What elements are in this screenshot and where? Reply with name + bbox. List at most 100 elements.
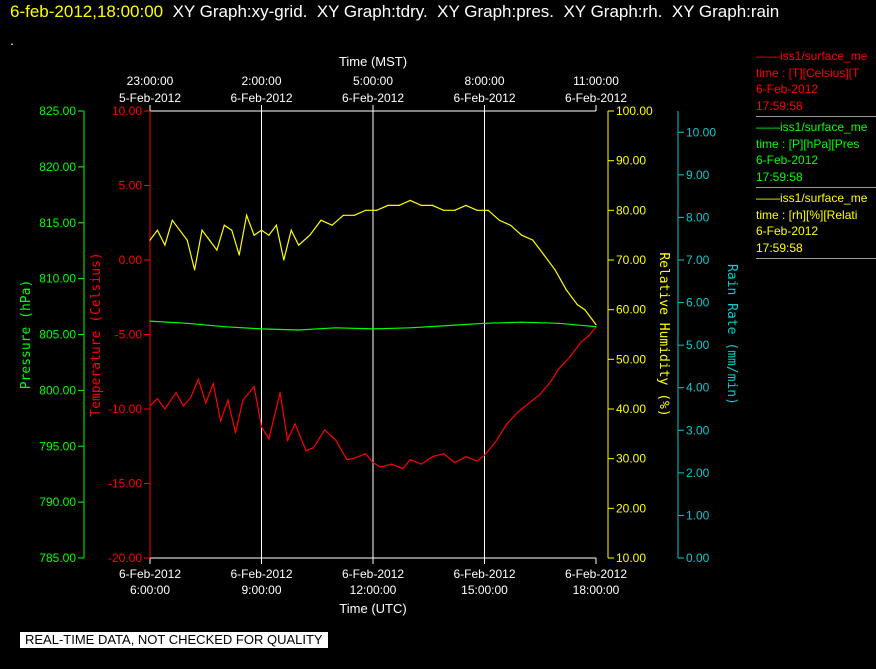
- humidity-point: [543, 254, 545, 256]
- graph-title-rh: XY Graph:rh.: [563, 2, 663, 21]
- humidity-tick-label: 20.00: [616, 501, 646, 515]
- pressure-point: [483, 322, 486, 324]
- humidity-point: [268, 234, 270, 236]
- pressure-tick-label: 800.00: [39, 383, 76, 397]
- rain-tick-label: 5.00: [686, 338, 710, 352]
- humidity-point: [156, 229, 159, 231]
- pressure-point: [260, 328, 263, 330]
- quality-notice: REAL-TIME DATA, NOT CHECKED FOR QUALITY: [20, 632, 328, 648]
- legend-entry-0: ——iss1/surface_me time : [T][Celsius][T 6-…: [756, 48, 876, 117]
- temperature-point: [279, 392, 281, 394]
- humidity-point: [171, 219, 173, 221]
- pressure-point: [149, 320, 151, 322]
- humidity-point: [260, 229, 263, 231]
- temperature-point: [242, 399, 244, 401]
- temperature-point: [483, 454, 486, 456]
- x-tick-time: 12:00:00: [350, 583, 397, 597]
- humidity-point: [476, 209, 478, 211]
- pressure-point: [298, 329, 300, 331]
- temperature-tick-label: 10.00: [112, 104, 142, 118]
- temperature-point: [495, 441, 497, 443]
- legend-line2: time : [T][Celsius][T: [756, 65, 860, 80]
- temperature-point: [234, 432, 237, 434]
- graph-title-tdry: XY Graph:tdry.: [316, 2, 428, 21]
- temperature-point: [294, 423, 296, 425]
- legend: ——iss1/surface_me time : [T][Celsius][T 6-…: [756, 48, 876, 261]
- humidity-point: [164, 244, 166, 246]
- temperature-point: [443, 453, 445, 455]
- humidity-point: [584, 309, 586, 311]
- humidity-point: [565, 289, 567, 291]
- rain-tick-label: 8.00: [686, 210, 710, 224]
- temperature-point: [539, 393, 541, 395]
- legend-line1: ——iss1/surface_me: [756, 191, 868, 205]
- humidity-point: [208, 239, 211, 241]
- temperature-point: [346, 459, 348, 461]
- temperature-axis-label: Temperature (Celsius): [89, 252, 104, 416]
- legend-entry-2: ——iss1/surface_me time : [rh][%][Relati 6-…: [756, 190, 876, 259]
- humidity-point: [201, 229, 203, 231]
- temperature-point: [190, 396, 192, 398]
- graph-title-rain: XY Graph:rain: [671, 2, 780, 21]
- header-dot: .: [10, 32, 14, 48]
- temperature-point: [379, 466, 382, 468]
- temperature-point: [454, 462, 456, 464]
- humidity-tick-label: 40.00: [616, 402, 646, 416]
- x-top-tick-date: 6-Feb-2012: [342, 91, 404, 105]
- pressure-point: [335, 327, 337, 329]
- pressure-tick-label: 820.00: [39, 160, 76, 174]
- humidity-point: [398, 204, 400, 206]
- temperature-point: [353, 457, 356, 459]
- rain-tick-label: 0.00: [686, 551, 710, 565]
- pressure-axis-label: Pressure (hPa): [19, 280, 34, 390]
- humidity-point: [443, 209, 445, 211]
- humidity-point: [509, 224, 512, 226]
- humidity-point: [223, 224, 225, 226]
- x-top-tick-time: 11:00:00: [573, 74, 619, 88]
- legend-time: 17:59:58: [756, 240, 803, 255]
- humidity-point: [253, 234, 255, 236]
- legend-entry-1: ——iss1/surface_me time : [P][hPa][Pres 6-F…: [756, 119, 876, 188]
- x-top-tick-time: 23:00:00: [127, 74, 174, 88]
- legend-date: 6-Feb-2012: [756, 153, 819, 167]
- legend-time: 17:59:58: [756, 98, 803, 113]
- humidity-tick-label: 10.00: [616, 551, 646, 565]
- humidity-tick-label: 90.00: [616, 154, 646, 168]
- temperature-point: [197, 378, 199, 380]
- humidity-point: [454, 209, 456, 211]
- humidity-point: [179, 229, 181, 231]
- plot-header: 6-feb-2012,18:00:00 XY Graph:xy-grid. XY…: [10, 2, 779, 22]
- pressure-point: [372, 328, 374, 330]
- humidity-point: [246, 214, 248, 216]
- temperature-point: [253, 386, 255, 388]
- temperature-point: [182, 405, 185, 407]
- humidity-point: [353, 214, 356, 216]
- humidity-point: [431, 204, 434, 206]
- x-tick-time: 6:00:00: [130, 583, 170, 597]
- temperature-point: [558, 368, 560, 370]
- pressure-point: [223, 326, 225, 328]
- humidity-axis-label: Relative Humidity (%): [656, 252, 671, 416]
- humidity-point: [498, 219, 500, 221]
- humidity-point: [554, 269, 556, 271]
- humidity-point: [364, 209, 367, 211]
- temperature-tick-label: -20.00: [108, 551, 142, 565]
- temperature-point: [506, 423, 508, 425]
- x-top-tick-time: 5:00:00: [353, 74, 393, 88]
- humidity-point: [216, 249, 218, 251]
- graph-title-pres: XY Graph:pres.: [437, 2, 555, 21]
- rain-tick-label: 9.00: [686, 168, 710, 182]
- humidity-point: [290, 229, 292, 231]
- x-top-tick-time: 2:00:00: [241, 74, 281, 88]
- humidity-point: [283, 259, 285, 261]
- temperature-point: [569, 356, 571, 358]
- x-tick-date: 6-Feb-2012: [230, 567, 292, 581]
- x-top-tick-time: 8:00:00: [464, 74, 504, 88]
- humidity-point: [591, 319, 593, 321]
- temperature-tick-label: -15.00: [108, 477, 142, 491]
- rain-tick-label: 1.00: [686, 508, 710, 522]
- humidity-point: [595, 323, 597, 326]
- humidity-point: [194, 269, 196, 271]
- legend-time: 17:59:58: [756, 169, 803, 184]
- pressure-point: [558, 322, 560, 324]
